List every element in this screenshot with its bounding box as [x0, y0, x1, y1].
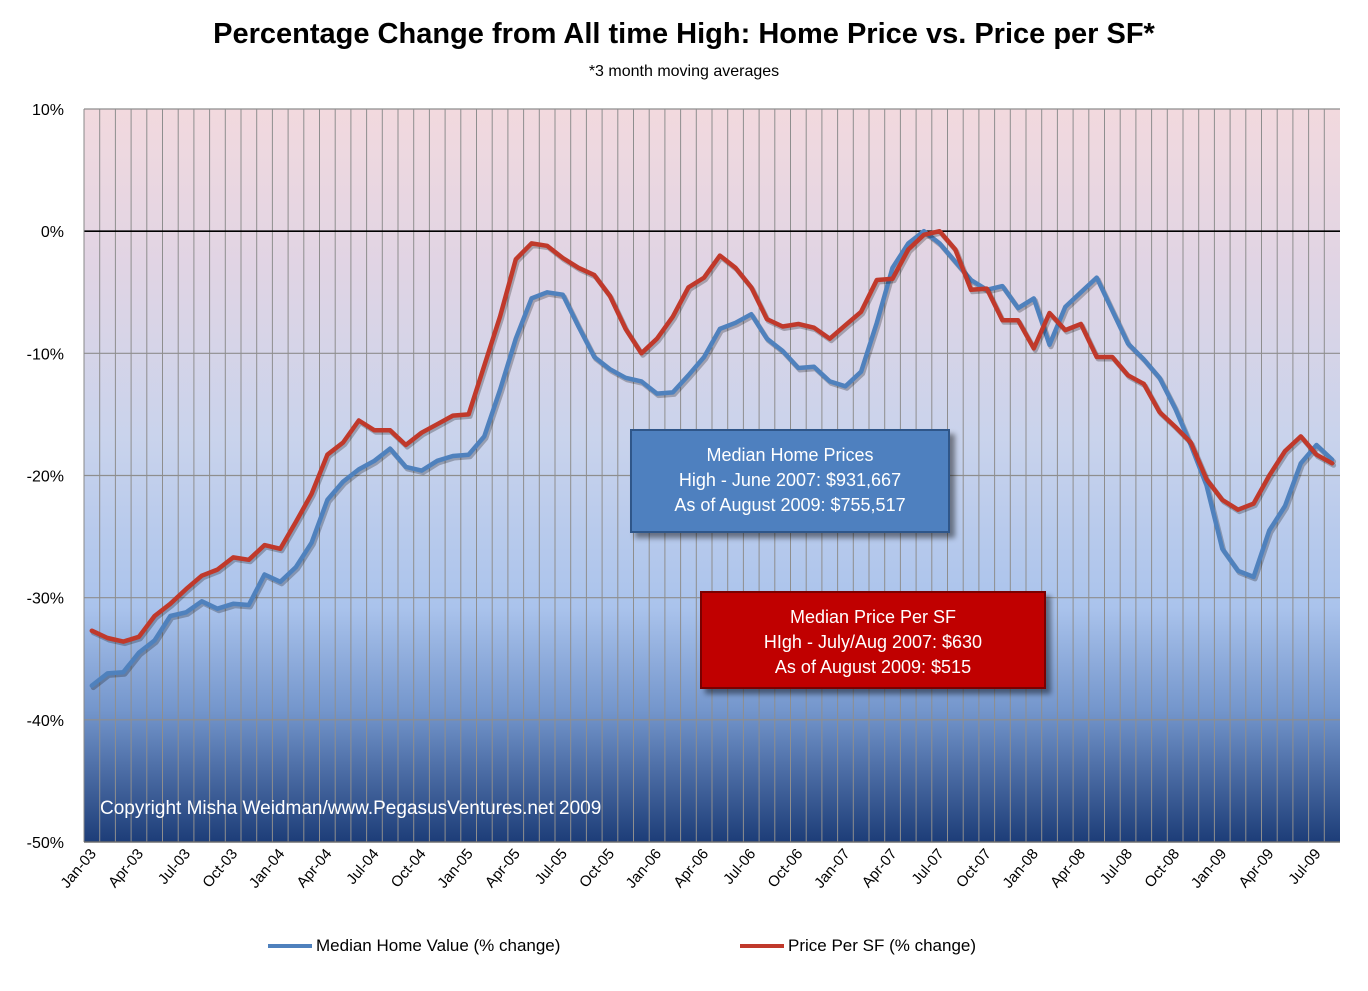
series-line-home-value: [89, 228, 1335, 688]
x-tick-label: Apr-05: [482, 846, 524, 891]
legend-item-price-per-sf: Price Per SF (% change): [740, 935, 976, 957]
x-tick-label: Jul-03: [155, 846, 194, 888]
y-tick-label: 0%: [41, 224, 64, 241]
x-tick-label: Oct-05: [576, 846, 618, 891]
callout-psf-line2: HIgh - July/Aug 2007: $630: [763, 632, 983, 652]
legend-label-price-per-sf: Price Per SF (% change): [788, 936, 977, 955]
x-tick-label: Jul-06: [720, 846, 759, 888]
horizontal-gridlines: [83, 108, 1340, 843]
copyright-text: Copyright Misha Weidman/www.PegasusVentu…: [100, 798, 601, 819]
chart-subtitle: *3 month moving averages: [588, 63, 780, 80]
x-tick-label: Jan-09: [1188, 846, 1231, 892]
x-tick-label: Jan-07: [811, 846, 854, 892]
y-tick-label: -30%: [27, 591, 64, 608]
x-tick-label: Jul-09: [1285, 846, 1324, 888]
x-tick-label: Jan-08: [999, 846, 1042, 892]
x-tick-label: Jul-08: [1097, 846, 1136, 888]
y-tick-label: -40%: [27, 713, 64, 730]
legend-swatch-price-per-sf: [740, 944, 784, 948]
x-tick-label: Apr-03: [105, 846, 147, 891]
x-tick-label: Apr-04: [293, 846, 335, 891]
x-tick-label: Oct-06: [764, 846, 806, 891]
y-tick-label: 10%: [32, 102, 64, 119]
x-tick-label: Oct-04: [388, 846, 430, 891]
x-tick-label: Jul-05: [532, 846, 571, 888]
x-axis: Jan-03 Apr-03 Jul-03 Oct-03 Jan-04 Apr-04 Jul-…: [57, 846, 1324, 892]
callout-psf-line3: As of August 2009: $515: [774, 657, 972, 677]
chart-title: Percentage Change from All time High: Ho…: [213, 18, 1155, 50]
x-tick-label: Oct-07: [953, 846, 995, 891]
callout-home-line1: Median Home Prices: [706, 445, 874, 465]
x-tick-label: Apr-08: [1047, 846, 1089, 891]
x-tick-label: Oct-03: [199, 846, 241, 891]
series-layer: [89, 228, 1337, 691]
y-tick-label: -10%: [27, 346, 64, 363]
x-tick-label: Jan-05: [434, 846, 477, 892]
series-line-price-per-sf: [89, 228, 1335, 644]
x-tick-label: Jul-04: [343, 846, 382, 888]
legend-label-home-value: Median Home Value (% change): [316, 936, 561, 955]
x-tick-label: Jan-03: [57, 846, 100, 892]
x-tick-label: Jul-07: [908, 846, 947, 888]
y-tick-label: -50%: [27, 835, 64, 852]
x-tick-label: Apr-07: [859, 846, 901, 891]
callout-psf-line1: Median Price Per SF: [789, 607, 957, 627]
x-tick-label: Apr-06: [670, 846, 712, 891]
x-tick-label: Apr-09: [1235, 846, 1277, 891]
callout-home-line3: As of August 2009: $755,517: [674, 495, 906, 515]
callout-median-home-prices: Median Home Prices High - June 2007: $93…: [630, 429, 950, 533]
legend-item-home-value: Median Home Value (% change): [268, 935, 560, 957]
x-tick-label: Jan-04: [246, 846, 289, 892]
legend-swatch-home-value: [268, 944, 312, 948]
y-tick-label: -20%: [27, 469, 64, 486]
x-tick-label: Oct-08: [1141, 846, 1183, 891]
callout-median-price-per-sf: Median Price Per SF HIgh - July/Aug 2007…: [700, 591, 1046, 689]
y-axis: 10% 0% -10% -20% -30% -40% -50%: [27, 102, 64, 852]
callout-home-line2: High - June 2007: $931,667: [678, 470, 902, 490]
x-tick-label: Jan-06: [623, 846, 666, 892]
